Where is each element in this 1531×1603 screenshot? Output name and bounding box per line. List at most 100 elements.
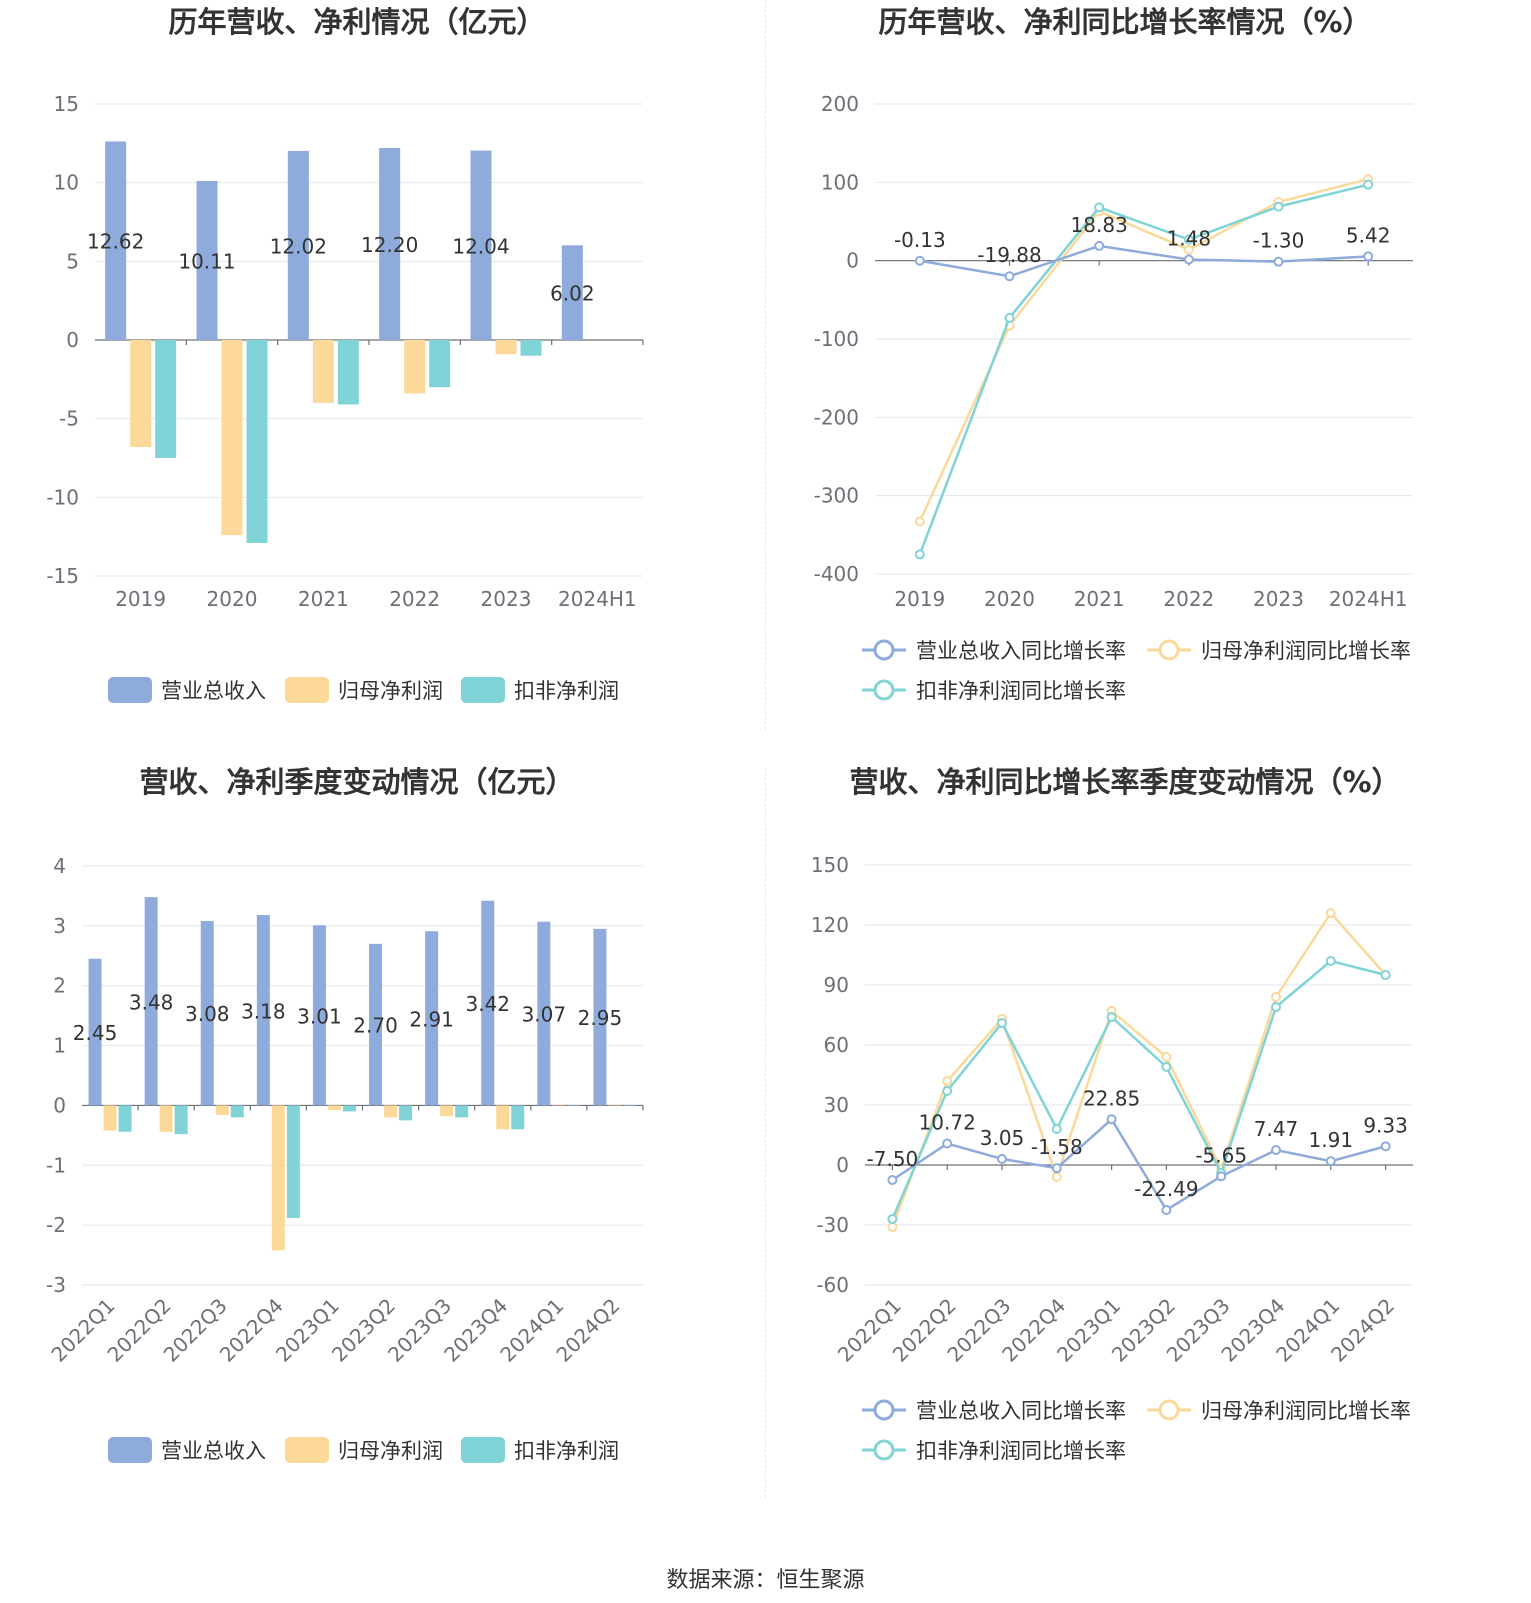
annual-revenue-profit-chart: 历年营收、净利情况（亿元） 15 10 5 0 -5 -10 -15 12.62 2019 10.1…: [46, 5, 644, 703]
chart-title: 营收、净利季度变动情况（亿元）: [139, 765, 574, 799]
data-label: 2.70: [353, 1014, 398, 1038]
y-tick-label: -60: [816, 1273, 849, 1297]
data-label: 1.48: [1167, 227, 1212, 251]
point-parent-profit: [1161, 1052, 1172, 1062]
y-tick-label: 120: [811, 913, 849, 937]
y-tick-label: 200: [821, 92, 859, 116]
legend-marker-deducted-profit: [873, 679, 895, 701]
legend-label-parent-profit: 归母净利润同比增长率: [1201, 639, 1411, 663]
y-tick-label: 90: [824, 973, 849, 997]
bar-parent-profit: [608, 1104, 622, 1106]
y-tick-label: -3: [46, 1273, 66, 1297]
data-label: 7.47: [1254, 1117, 1299, 1141]
bar-revenue: [287, 150, 309, 340]
series-line-revenue: [919, 244, 1369, 278]
data-label: 12.20: [361, 233, 418, 257]
y-tick-label: 0: [66, 328, 79, 352]
bar-deducted-profit: [511, 1105, 525, 1130]
legend-label-deducted-profit: 扣非净利润同比增长率: [916, 679, 1126, 703]
annual-growth-rate-chart: 历年营收、净利同比增长率情况（%） 200 100 0 -100 -200 -300 -400…: [814, 5, 1413, 703]
point-deducted-profit: [914, 549, 925, 560]
data-label: -5.65: [1195, 1143, 1247, 1167]
y-tick-label: 100: [821, 170, 859, 194]
bar-revenue: [481, 900, 495, 1106]
legend-label-parent-profit: 归母净利润同比增长率: [1201, 1399, 1411, 1423]
point-deducted-profit: [942, 1086, 953, 1096]
bar-parent-profit: [496, 1105, 510, 1130]
data-label: 2.45: [73, 1021, 118, 1045]
y-tick-label: -1: [46, 1153, 66, 1177]
x-tick-label: 2021: [298, 587, 349, 611]
data-label: 12.04: [452, 234, 509, 258]
data-label: 10.72: [919, 1111, 976, 1135]
point-deducted-profit: [1106, 1012, 1117, 1022]
data-label: -1.58: [1031, 1135, 1083, 1159]
legend-marker-revenue: [873, 1399, 895, 1421]
y-tick-label: 4: [53, 854, 66, 878]
x-tick-label: 2022: [389, 587, 440, 611]
legend-label-parent-profit: 归母净利润: [338, 679, 443, 703]
quarterly-growth-rate-panel: 营收、净利同比增长率季度变动情况（%） 150 120 90 60 30 0 -30 -60 20…: [765, 760, 1530, 1540]
quarterly-revenue-profit-chart: 营收、净利季度变动情况（亿元）43210-1-2-32.452022Q13.48…: [46, 765, 644, 1463]
bar-revenue: [379, 148, 401, 340]
legend-label-parent-profit: 归母净利润: [338, 1439, 443, 1463]
data-label: 3.01: [297, 1004, 342, 1028]
y-tick-label: 0: [53, 1093, 66, 1117]
bar-deducted-profit: [429, 340, 451, 388]
data-label: 1.91: [1309, 1128, 1354, 1152]
data-label: -1.30: [1253, 229, 1305, 253]
point-revenue: [1094, 240, 1105, 251]
bar-parent-profit: [130, 340, 152, 447]
bar-parent-profit: [384, 1105, 398, 1118]
bar-revenue: [425, 931, 439, 1106]
annual-growth-rate-panel: 历年营收、净利同比增长率情况（%） 200 100 0 -100 -200 -300 -400…: [765, 0, 1530, 780]
y-tick-label: -400: [814, 562, 859, 586]
point-deducted-profit: [1380, 970, 1391, 980]
bar-revenue: [593, 928, 607, 1106]
data-label: 3.42: [465, 992, 510, 1016]
x-tick-label: 2019: [894, 587, 945, 611]
y-tick-label: 15: [54, 92, 79, 116]
x-tick-label: 2020: [984, 587, 1035, 611]
point-revenue: [942, 1138, 953, 1149]
point-deducted-profit: [1094, 202, 1105, 213]
y-tick-label: -2: [46, 1213, 66, 1237]
data-label: 2.95: [578, 1006, 623, 1030]
y-tick-label: 150: [811, 853, 849, 877]
chart-title: 营收、净利同比增长率季度变动情况（%）: [849, 765, 1400, 799]
point-parent-profit: [1051, 1172, 1062, 1182]
data-label: -22.49: [1134, 1177, 1198, 1201]
bar-revenue: [369, 943, 383, 1106]
y-tick-label: -300: [814, 484, 859, 508]
bar-revenue: [470, 150, 492, 340]
series-line-deducted-profit: [891, 959, 1386, 1220]
legend-label-deducted-profit: 扣非净利润: [514, 679, 619, 703]
bar-parent-profit: [215, 1105, 229, 1116]
bar-revenue: [196, 180, 218, 340]
point-revenue: [1106, 1114, 1117, 1125]
point-deducted-profit: [1271, 1002, 1281, 1012]
y-tick-label: 3: [53, 914, 66, 938]
data-source-note: 数据来源：恒生聚源: [666, 1568, 865, 1593]
point-deducted-profit: [1051, 1124, 1062, 1134]
point-deducted-profit: [1363, 179, 1374, 190]
bar-deducted-profit: [230, 1105, 244, 1118]
bar-revenue: [256, 915, 270, 1106]
legend-label-revenue: 营业总收入: [161, 679, 266, 703]
legend-swatch-revenue: [108, 677, 152, 703]
point-deducted-profit: [887, 1214, 898, 1224]
chart-title: 历年营收、净利同比增长率情况（%）: [878, 5, 1371, 39]
data-label: 22.85: [1083, 1086, 1140, 1110]
point-revenue: [1363, 251, 1374, 262]
y-tick-label: -30: [816, 1213, 849, 1237]
y-tick-label: 1: [53, 1034, 66, 1058]
series-line-deducted-profit: [918, 183, 1369, 555]
data-label: 9.33: [1363, 1113, 1408, 1137]
point-revenue: [1271, 1145, 1281, 1156]
data-label: -0.13: [894, 228, 946, 252]
legend-swatch-deducted-profit: [461, 1437, 505, 1463]
point-deducted-profit: [1161, 1062, 1172, 1072]
y-tick-label: 2: [53, 974, 66, 998]
point-parent-profit: [1325, 908, 1336, 918]
point-deducted-profit: [1183, 234, 1194, 245]
